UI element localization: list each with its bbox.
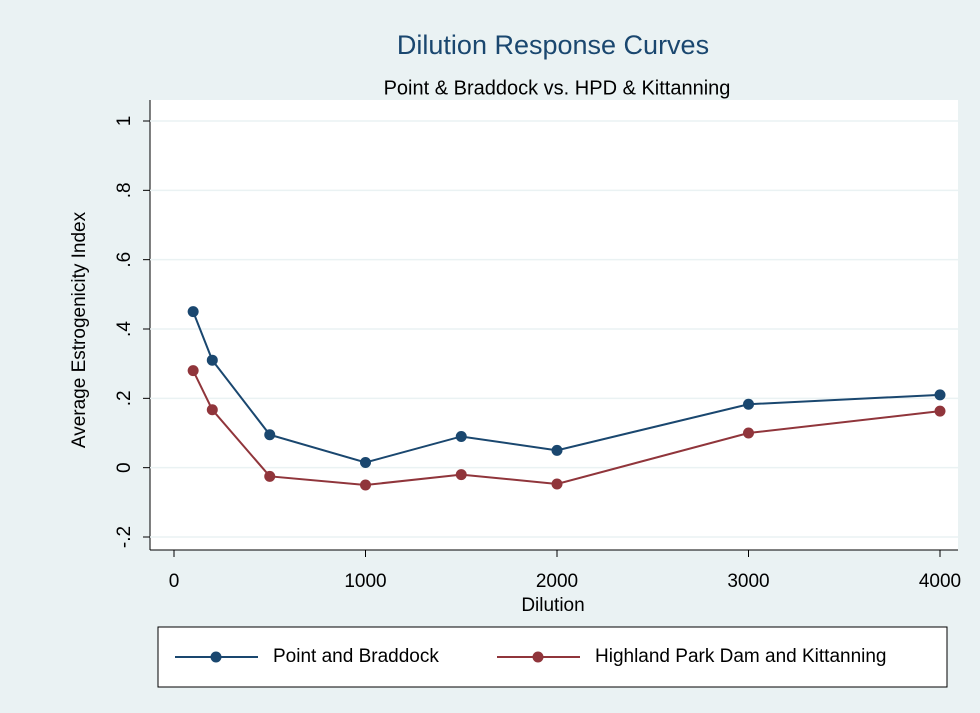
point	[551, 478, 563, 490]
point	[187, 365, 199, 377]
point	[455, 430, 467, 442]
legend-marker	[532, 651, 544, 663]
y-tick-label: .4	[114, 321, 135, 337]
y-tick-label: .8	[114, 182, 135, 198]
point	[934, 405, 946, 417]
y-tick-label: 0	[114, 462, 135, 473]
x-axis-title: Dilution	[521, 595, 584, 616]
plot-area	[150, 100, 958, 550]
x-tick-label: 3000	[727, 571, 769, 592]
series-line	[192, 370, 941, 487]
series-line	[192, 311, 941, 464]
legend-label: Point and Braddock	[273, 646, 439, 667]
point	[360, 479, 371, 491]
x-tick-label: 4000	[919, 571, 961, 592]
legend-marker	[210, 651, 222, 663]
x-tick-label: 0	[169, 571, 180, 592]
y-tick-label: .2	[114, 390, 135, 406]
point	[743, 427, 754, 439]
point	[264, 470, 276, 482]
y-tick-label: -.2	[114, 526, 135, 548]
point	[934, 389, 946, 401]
y-tick-label: .6	[114, 252, 135, 268]
point	[360, 456, 371, 468]
point	[187, 306, 199, 318]
chart-title: Dilution Response Curves	[397, 30, 709, 60]
point	[264, 429, 276, 441]
point	[551, 444, 563, 456]
legend-label: Highland Park Dam and Kittanning	[595, 646, 887, 667]
point	[455, 469, 467, 481]
x-tick-label: 2000	[536, 571, 578, 592]
point	[206, 404, 218, 416]
y-axis-title: Average Estrogenicity Index	[69, 211, 90, 448]
y-tick-label: 1	[114, 116, 135, 127]
chart-subtitle: Point & Braddock vs. HPD & Kittanning	[384, 77, 731, 99]
point	[743, 398, 754, 410]
x-tick-label: 1000	[344, 571, 386, 592]
point	[206, 354, 218, 366]
